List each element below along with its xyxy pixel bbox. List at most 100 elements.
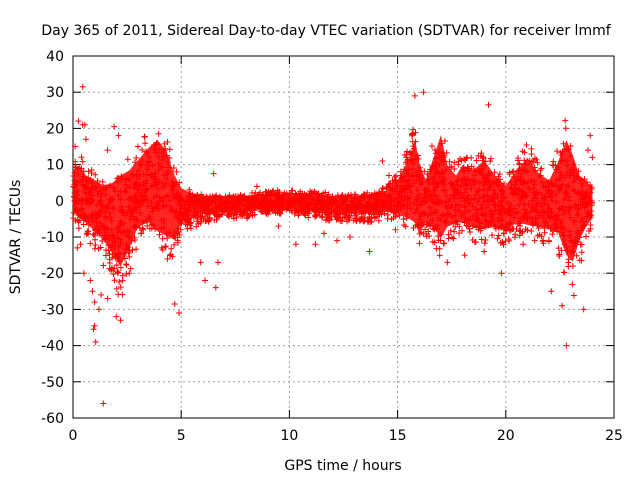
data-point <box>119 291 126 298</box>
data-point <box>534 232 541 239</box>
outlier-point <box>74 244 81 251</box>
outlier-point <box>85 230 92 237</box>
data-point <box>556 251 563 258</box>
outlier-point <box>80 270 87 277</box>
outlier-point <box>117 317 124 324</box>
data-point <box>91 245 98 252</box>
y-tick-label: -30 <box>41 302 64 318</box>
data-point <box>162 243 169 250</box>
outlier-point <box>81 121 88 128</box>
data-point <box>519 148 526 155</box>
data-point <box>113 262 120 269</box>
outlier-point <box>210 170 217 177</box>
x-tick-label: 15 <box>389 428 407 444</box>
data-point <box>388 216 395 223</box>
outlier-point <box>92 338 99 345</box>
data-point <box>75 225 82 232</box>
data-point <box>216 213 223 220</box>
y-tick-label: 0 <box>55 194 64 210</box>
outlier-point <box>435 179 442 186</box>
data-point <box>549 231 556 238</box>
y-tick-label: -20 <box>41 266 64 282</box>
outlier-point <box>530 205 537 212</box>
grid-lines <box>73 56 614 418</box>
data-point <box>477 227 484 234</box>
data-point <box>371 214 378 221</box>
outlier-point <box>158 244 165 251</box>
outlier-point <box>113 313 120 320</box>
x-tick-label: 5 <box>177 428 186 444</box>
data-point <box>338 218 345 225</box>
data-point <box>436 252 443 259</box>
data-point <box>393 172 400 179</box>
outlier-point <box>346 234 353 240</box>
outlier-point <box>214 259 221 266</box>
data-point <box>400 216 407 223</box>
outlier-point <box>366 248 373 255</box>
data-point <box>364 218 371 225</box>
outlier-point <box>253 183 260 190</box>
outlier-point <box>411 92 418 99</box>
outlier-point <box>498 270 505 277</box>
data-point <box>545 237 552 244</box>
data-point <box>233 214 240 221</box>
data-point <box>473 157 480 164</box>
outlier-point <box>197 259 204 266</box>
data-point <box>464 154 471 161</box>
y-tick-label: 10 <box>46 158 64 174</box>
data-point <box>116 278 123 285</box>
data-point <box>127 265 134 272</box>
data-point <box>206 216 213 223</box>
data-point <box>582 233 589 240</box>
outlier-point <box>585 147 592 154</box>
data-point <box>164 255 171 262</box>
data-point <box>386 181 393 188</box>
outlier-point <box>82 136 89 143</box>
data-point <box>144 222 151 229</box>
y-axis: -60 -50 -40 -30 -20 -10 0 10 20 30 40 <box>41 49 614 427</box>
data-point <box>409 126 416 133</box>
outlier-point <box>334 237 341 244</box>
outlier-point <box>520 241 527 248</box>
data-point <box>78 154 85 161</box>
data-point <box>156 231 163 238</box>
data-point <box>161 140 168 147</box>
outlier-point <box>403 154 410 161</box>
data-point <box>117 284 124 291</box>
data-point <box>352 212 359 219</box>
data-point <box>494 235 501 242</box>
x-tick-label: 25 <box>605 428 623 444</box>
data-point <box>500 230 507 237</box>
data-point <box>408 131 415 138</box>
data-point <box>554 148 561 155</box>
data-point <box>428 142 435 149</box>
data-point <box>384 211 391 218</box>
data-point <box>106 250 113 257</box>
data-point <box>423 231 430 238</box>
outlier-point <box>385 172 392 179</box>
outlier-point <box>546 186 553 193</box>
data-point <box>124 156 131 163</box>
outlier-point <box>212 284 219 291</box>
y-tick-label: 30 <box>46 85 64 101</box>
outlier-point <box>72 143 79 150</box>
data-point <box>558 247 565 254</box>
data-point <box>478 236 485 243</box>
data-point <box>193 223 200 230</box>
outlier-point <box>134 143 141 150</box>
data-point <box>117 264 124 271</box>
data-point <box>487 155 494 162</box>
data-point <box>225 212 232 219</box>
data-point <box>569 281 576 288</box>
data-point <box>448 234 455 241</box>
data-point <box>379 185 386 192</box>
x-tick-label: 20 <box>497 428 515 444</box>
outlier-point <box>87 277 94 284</box>
data-point <box>92 171 99 178</box>
plot-area: -60 -50 -40 -30 -20 -10 0 10 20 30 40 0 5 10 15 20 25 <box>41 49 623 444</box>
data-point <box>541 229 548 236</box>
data-point <box>319 213 326 220</box>
data-point <box>75 219 82 226</box>
data-point <box>99 178 106 185</box>
data-point <box>246 211 253 218</box>
